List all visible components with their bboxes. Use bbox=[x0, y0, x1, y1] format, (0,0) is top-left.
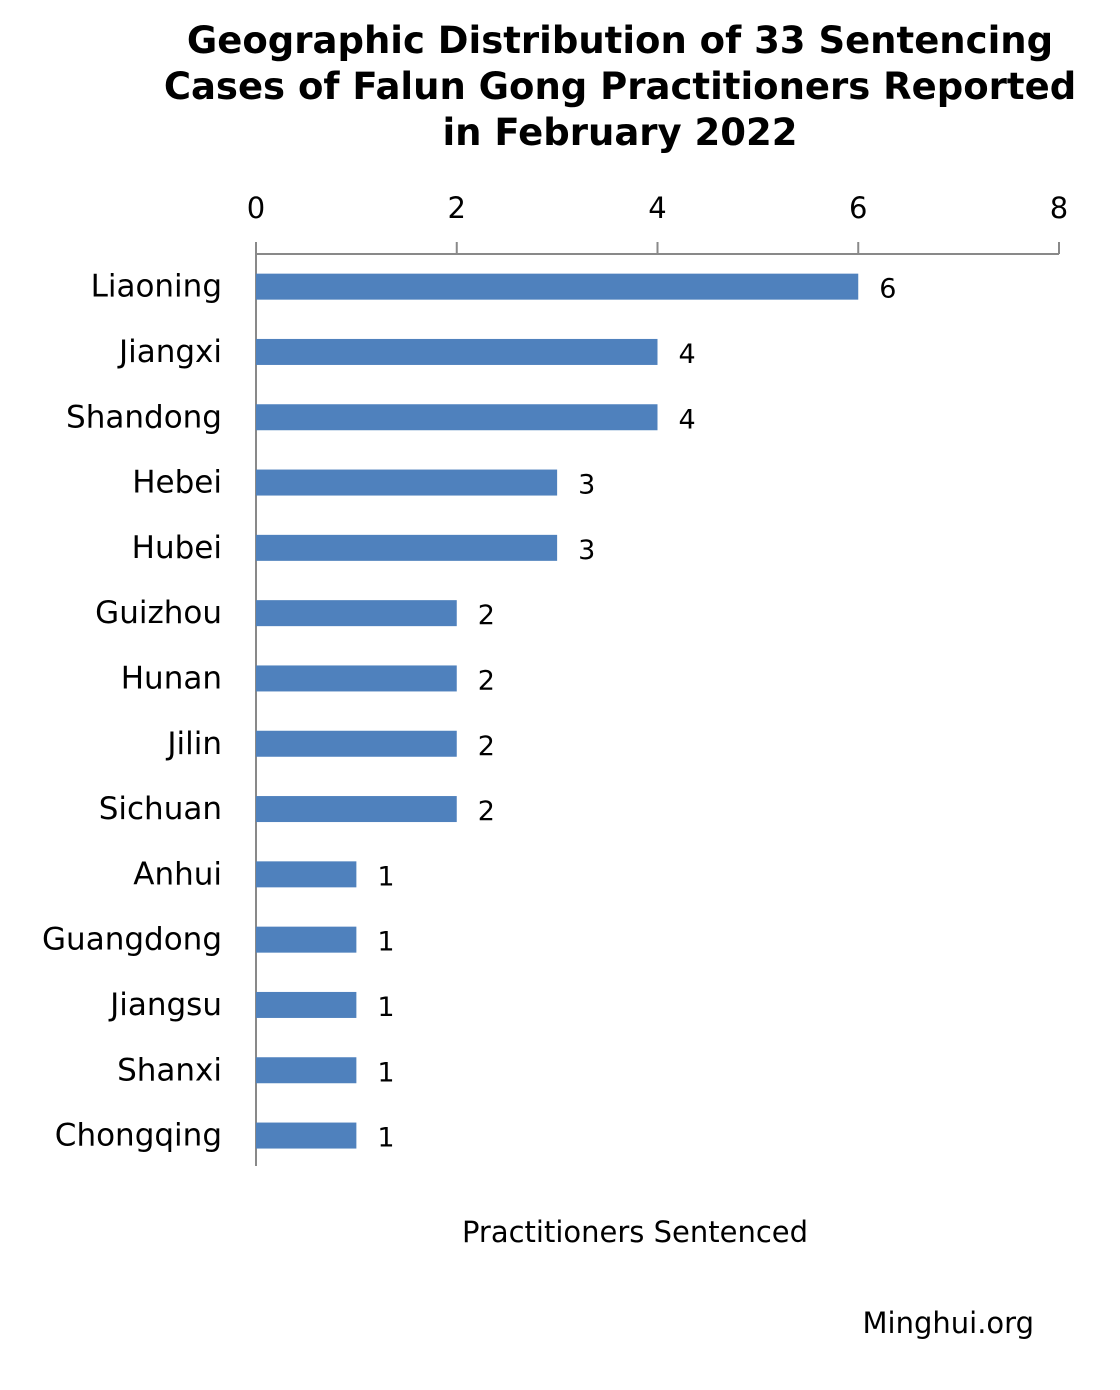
x-tick-label: 2 bbox=[448, 191, 466, 225]
x-tick-label: 6 bbox=[849, 191, 867, 225]
bar bbox=[256, 338, 658, 365]
x-axis: 0 2 4 6 8 bbox=[247, 191, 1068, 1166]
bar bbox=[256, 404, 658, 431]
data-label: 1 bbox=[377, 861, 394, 892]
category-label: Jiangxi bbox=[117, 334, 222, 370]
data-label: 1 bbox=[377, 1057, 394, 1088]
data-label: 1 bbox=[377, 992, 394, 1023]
data-label: 2 bbox=[478, 731, 495, 762]
category-label: Sichuan bbox=[99, 791, 222, 827]
chart-title-line-2: Cases of Falun Gong Practitioners Report… bbox=[163, 65, 1077, 108]
category-label: Chongqing bbox=[55, 1118, 222, 1154]
category-label: Jiangsu bbox=[108, 987, 222, 1023]
chart-title: Geographic Distribution of 33 Sentencing… bbox=[120, 18, 1120, 156]
category-label: Hebei bbox=[132, 465, 222, 501]
chart-title-line-3: in February 2022 bbox=[442, 111, 798, 154]
data-label: 1 bbox=[377, 1123, 394, 1154]
category-label: Hunan bbox=[121, 660, 222, 696]
x-axis-title: Practitioners Sentenced bbox=[462, 1215, 808, 1249]
bar bbox=[256, 534, 558, 561]
bars: Liaoning 6 Jiangxi 4 Shandong 4 Hebei 3 Hubei 3 Gu… bbox=[42, 269, 896, 1154]
category-label: Shandong bbox=[66, 399, 222, 435]
category-label: Liaoning bbox=[91, 269, 222, 305]
category-label: Shanxi bbox=[117, 1052, 222, 1088]
data-label: 1 bbox=[377, 927, 394, 958]
category-label: Guangdong bbox=[42, 922, 222, 958]
bar bbox=[256, 273, 859, 300]
category-label: Hubei bbox=[132, 530, 222, 566]
bar bbox=[256, 1122, 357, 1149]
category-label: Guizhou bbox=[95, 595, 222, 631]
data-label: 4 bbox=[679, 404, 696, 435]
bar bbox=[256, 861, 357, 888]
data-label: 3 bbox=[578, 535, 595, 566]
bar bbox=[256, 730, 457, 757]
bar bbox=[256, 600, 457, 627]
bar bbox=[256, 991, 357, 1018]
data-label: 2 bbox=[478, 665, 495, 696]
data-label: 2 bbox=[478, 600, 495, 631]
bar bbox=[256, 1057, 357, 1084]
watermark: Minghui.org bbox=[862, 1306, 1034, 1340]
x-tick-label: 4 bbox=[648, 191, 666, 225]
data-label: 3 bbox=[578, 470, 595, 501]
bar bbox=[256, 926, 357, 953]
chart-title-line-1: Geographic Distribution of 33 Sentencing bbox=[186, 19, 1054, 62]
bar bbox=[256, 665, 457, 692]
category-label: Jilin bbox=[165, 726, 222, 762]
bar bbox=[256, 796, 457, 823]
x-tick-label: 8 bbox=[1050, 191, 1068, 225]
bar bbox=[256, 469, 558, 496]
x-tick-label: 0 bbox=[247, 191, 265, 225]
data-label: 4 bbox=[679, 339, 696, 370]
data-label: 6 bbox=[879, 274, 896, 305]
category-label: Anhui bbox=[133, 856, 222, 892]
data-label: 2 bbox=[478, 796, 495, 827]
